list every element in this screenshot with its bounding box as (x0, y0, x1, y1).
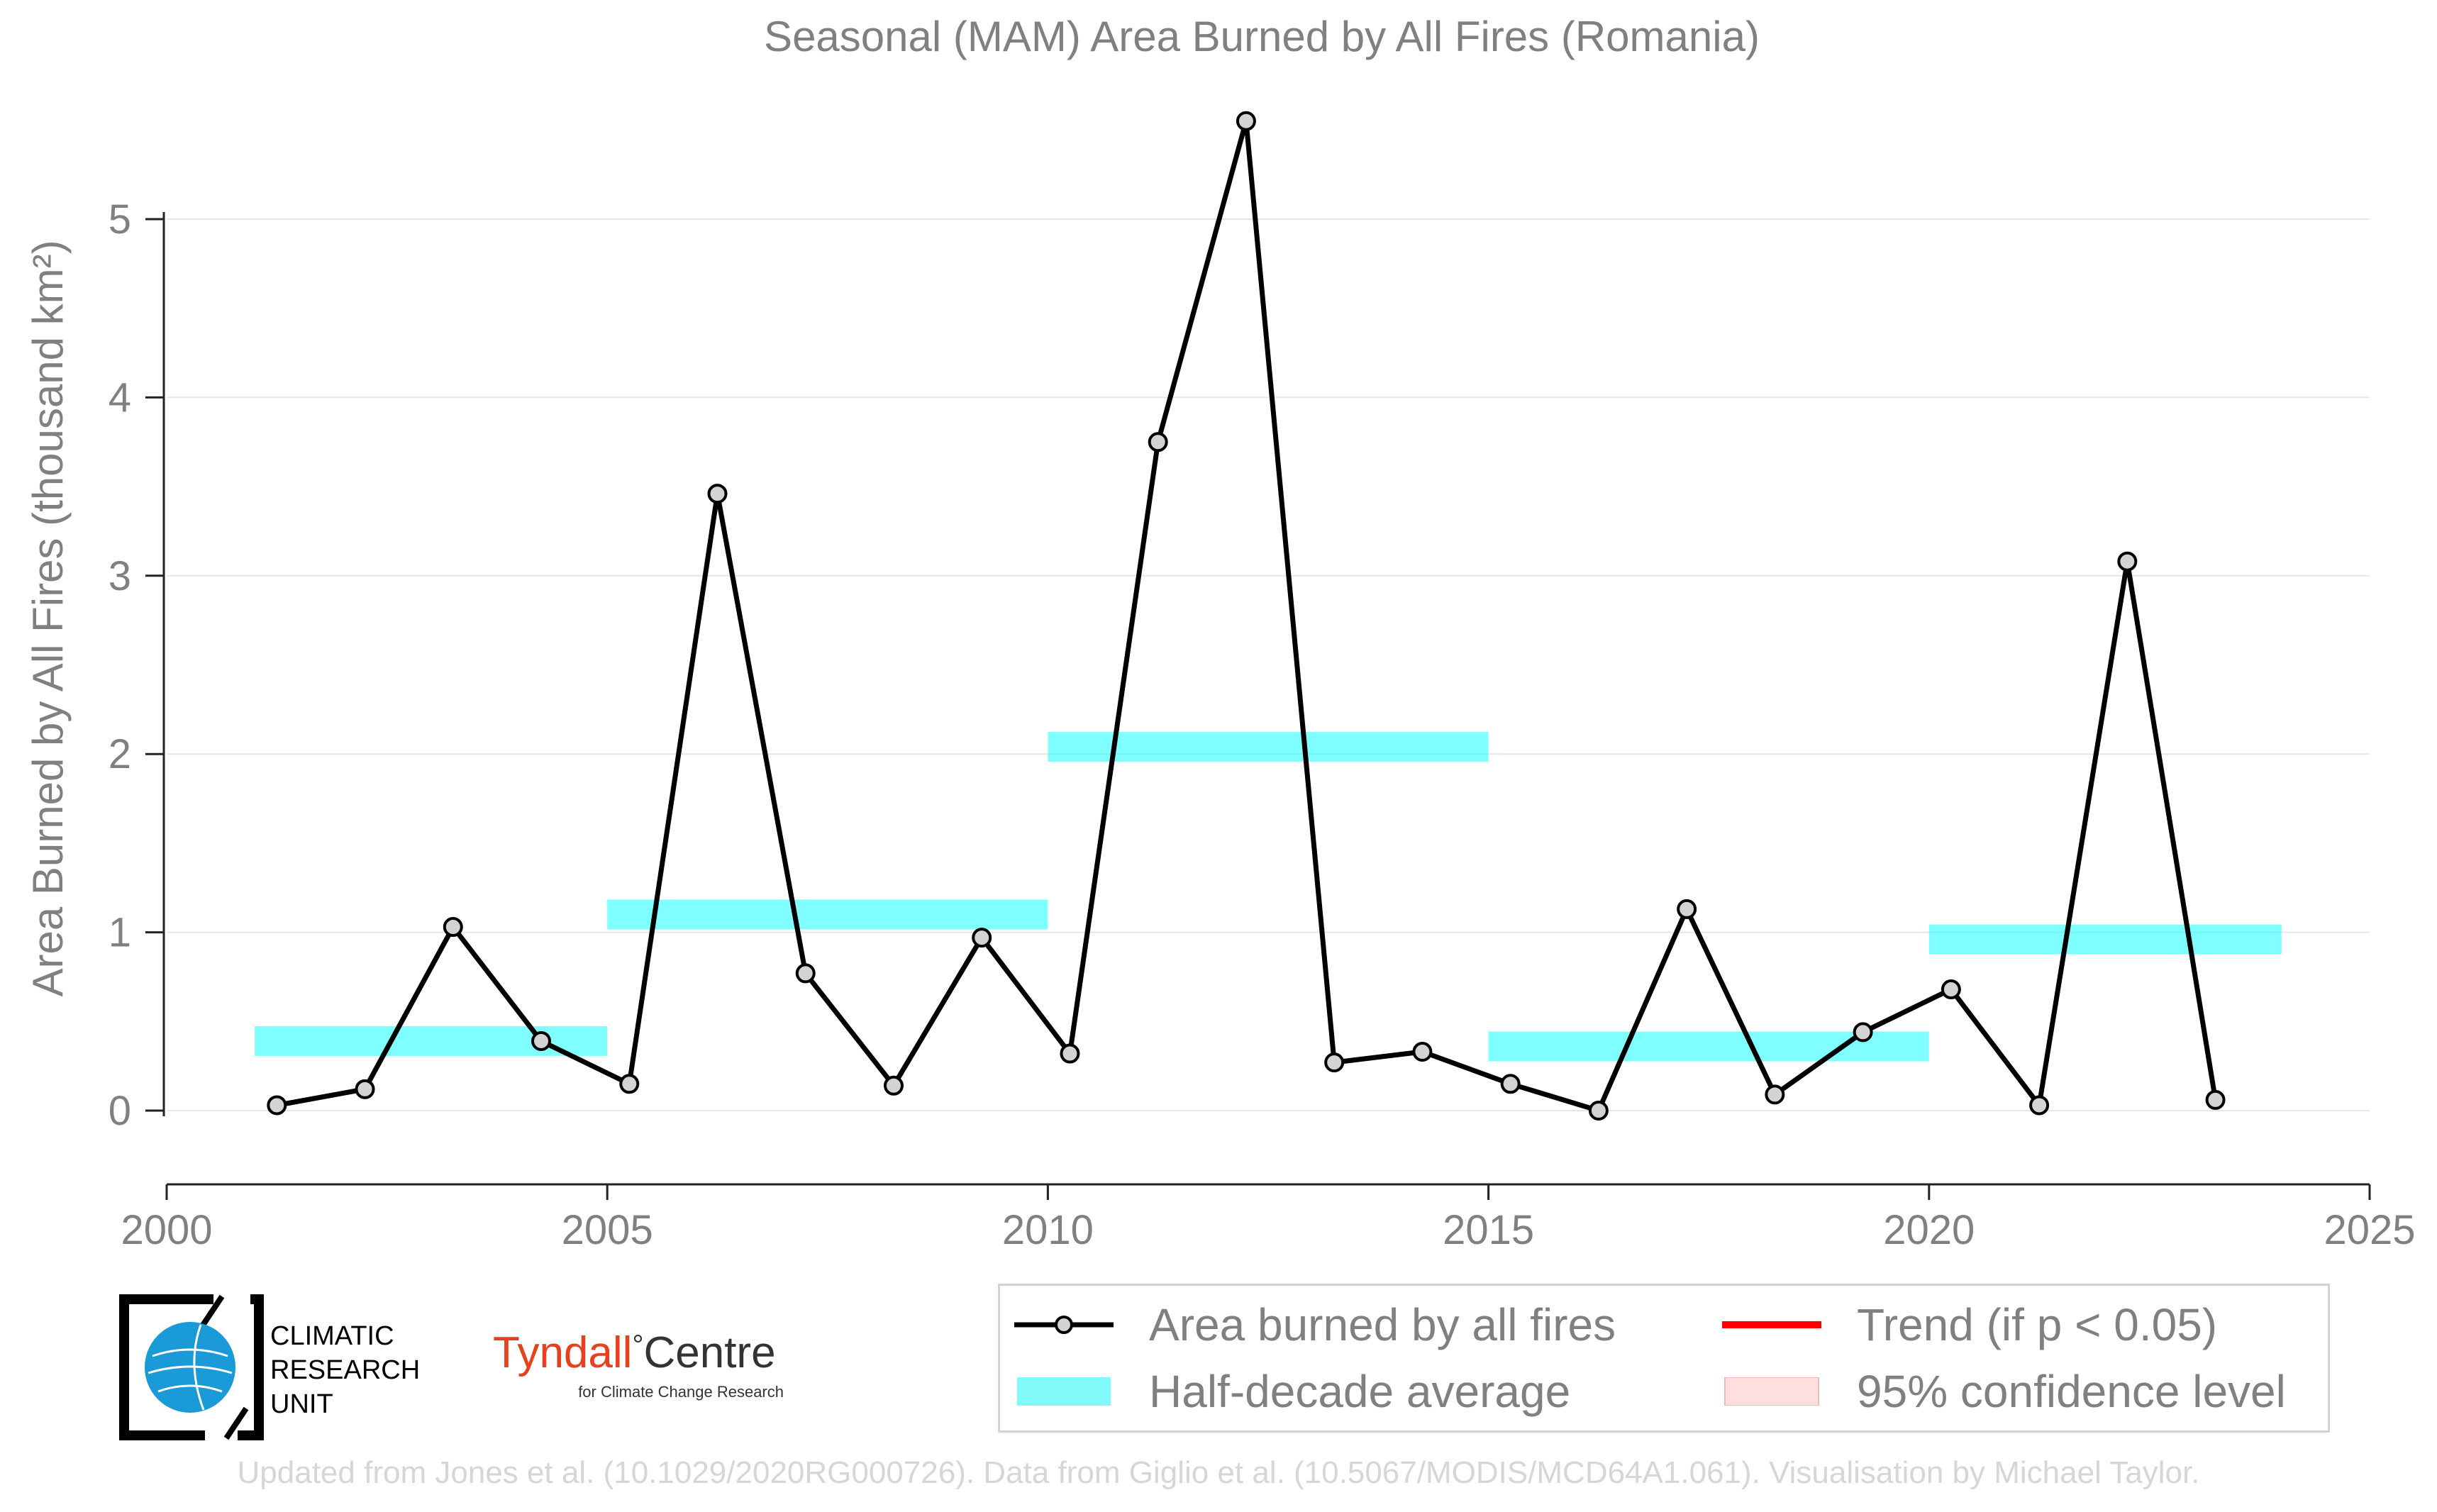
chart-title: Seasonal (MAM) Area Burned by All Fires … (764, 13, 1760, 60)
data-point (2117, 551, 2138, 572)
data-point (1324, 1052, 1345, 1073)
cru-logo-graphic: CLIMATIC RESEARCH UNIT (119, 1294, 420, 1440)
data-point (1236, 111, 1256, 131)
data-point (267, 1095, 287, 1116)
cru-logo: CLIMATIC RESEARCH UNIT (116, 1294, 456, 1441)
data-point (2029, 1095, 2050, 1116)
data-point (1500, 1074, 1521, 1094)
data-point (1677, 899, 1697, 919)
y-tick-label: 0 (109, 1088, 131, 1134)
legend-trend-swatch (1722, 1321, 1821, 1328)
legend-item-band: Half-decade average (1014, 1360, 1570, 1423)
data-point (1765, 1084, 1785, 1105)
legend-ci-swatch (1724, 1377, 1819, 1406)
cru-text-3: UNIT (270, 1389, 333, 1419)
legend-label-band: Half-decade average (1149, 1366, 1571, 1417)
x-tick-label: 2000 (121, 1207, 212, 1253)
tyndall-logo: Tyndall°Centre for Climate Change Resear… (493, 1326, 798, 1404)
svg-text:Tyndall°Centre: Tyndall°Centre (493, 1328, 776, 1377)
data-point (355, 1079, 375, 1099)
tyndall-name: Tyndall (493, 1328, 632, 1377)
footer-credit: Updated from Jones et al. (10.1029/2020R… (237, 1455, 2200, 1490)
x-tick-label: 2020 (1883, 1207, 1975, 1253)
legend-item-line: Area burned by all fires (1014, 1293, 1616, 1357)
legend-line-swatch (1014, 1316, 1114, 1334)
y-tick-label: 5 (109, 196, 131, 243)
data-point (2205, 1089, 2226, 1110)
x-tick-label: 2025 (2324, 1207, 2415, 1253)
tyndall-suffix: Centre (643, 1328, 775, 1377)
data-point (1853, 1022, 1873, 1043)
data-point (972, 928, 992, 948)
data-point (883, 1075, 904, 1096)
data-point (619, 1074, 640, 1094)
data-point (1588, 1101, 1609, 1121)
data-point (443, 917, 463, 938)
half-decade-band (255, 1025, 608, 1056)
cru-text-2: RESEARCH (270, 1355, 420, 1385)
data-point (1148, 432, 1168, 452)
data-point (1941, 979, 1961, 1000)
legend-band-swatch (1017, 1377, 1111, 1406)
y-tick-label: 1 (109, 910, 131, 956)
axes: 0 1 2 3 4 5 2000 2005 2010 2015 2020 2025 (109, 196, 2416, 1253)
tyndall-logo-graphic: Tyndall°Centre for Climate Change Resear… (493, 1328, 784, 1401)
series-line (276, 118, 2219, 1113)
data-point (531, 1030, 552, 1051)
y-tick-label: 4 (109, 374, 131, 421)
tyndall-degree: ° (632, 1330, 643, 1361)
legend: Area burned by all fires Half-decade ave… (998, 1284, 2330, 1433)
half-decade-band (1048, 732, 1489, 762)
y-tick-label: 2 (109, 731, 131, 777)
cru-text-1: CLIMATIC (270, 1321, 394, 1351)
legend-label-trend: Trend (if p < 0.05) (1857, 1299, 2218, 1350)
data-point (795, 963, 816, 984)
x-tick-label: 2015 (1443, 1207, 1534, 1253)
y-axis-label: Area Burned by All Fires (thousand km²) (24, 240, 72, 996)
legend-label-line: Area burned by all fires (1149, 1299, 1616, 1350)
y-tick-label: 3 (109, 553, 131, 599)
data-point (1060, 1043, 1080, 1064)
x-tick-label: 2010 (1002, 1207, 1094, 1253)
half-decade-bands (255, 732, 2282, 1062)
legend-label-ci: 95% confidence level (1857, 1366, 2286, 1417)
tyndall-tagline: for Climate Change Research (578, 1383, 784, 1401)
legend-item-ci: 95% confidence level (1722, 1360, 2286, 1423)
series-layer (267, 111, 2226, 1121)
half-decade-band (607, 899, 1048, 930)
half-decade-band (1928, 924, 2282, 955)
chart: Seasonal (MAM) Area Burned by All Fires … (24, 13, 2416, 1253)
data-point (1412, 1042, 1433, 1062)
data-point (707, 484, 728, 504)
x-tick-label: 2005 (562, 1207, 653, 1253)
legend-item-trend: Trend (if p < 0.05) (1722, 1293, 2217, 1357)
